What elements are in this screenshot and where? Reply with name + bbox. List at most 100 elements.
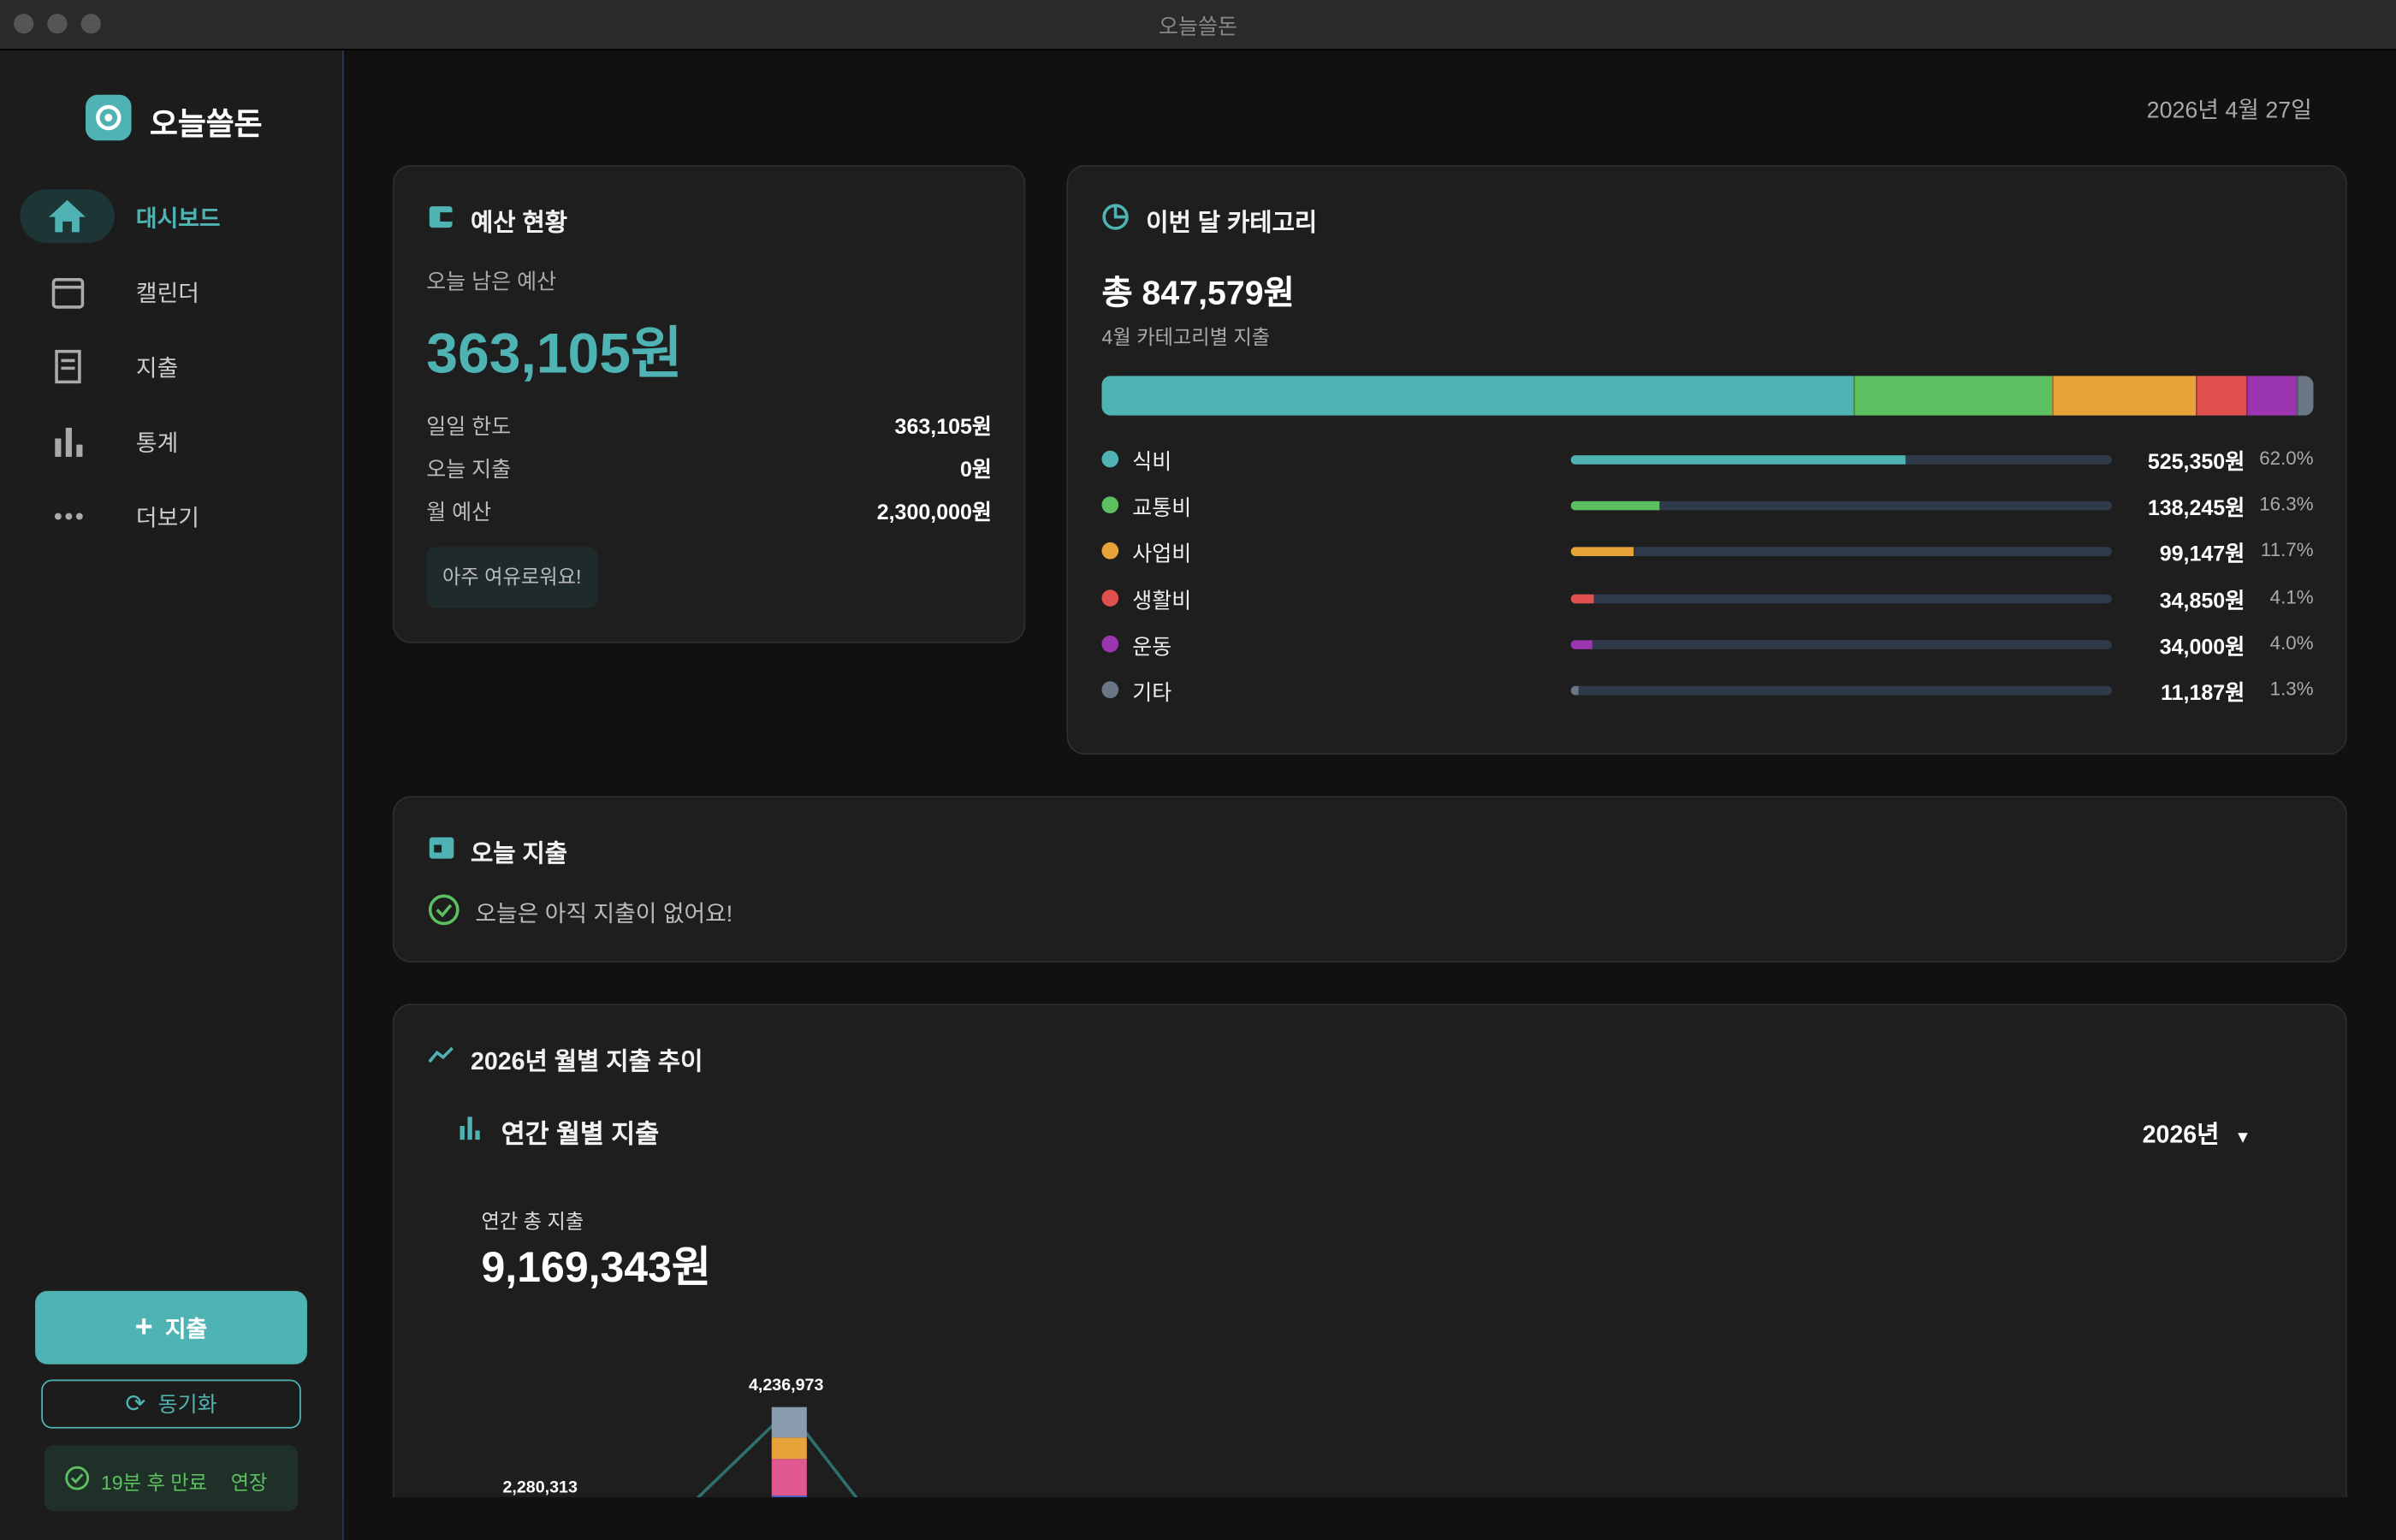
pie-icon xyxy=(1102,204,1129,230)
trend-card: 2026년 월별 지출 추이 연간 월별 지출 2026년 ▼ 연간 총 지출 9… xyxy=(392,1004,2347,1540)
progress-fill xyxy=(1570,501,1659,511)
nav-item[interactable]: 캘린더 xyxy=(135,281,199,307)
progress-fill xyxy=(1570,639,1592,649)
receipt-icon xyxy=(55,349,81,384)
sync-button[interactable]: ⟳ 동기화 xyxy=(41,1379,301,1429)
card-title: 2026년 월별 지출 추이 xyxy=(470,1049,703,1076)
legend-dot xyxy=(1101,450,1119,468)
category-subtitle: 4월 카테고리별 지출 xyxy=(1101,325,1271,349)
chart-preview xyxy=(696,1407,859,1512)
minimize-button[interactable] xyxy=(47,14,68,34)
year-select-label: 2026년 xyxy=(2142,1122,2220,1149)
card-title: 이번 달 카테고리 xyxy=(1146,210,1318,237)
annual-total-label: 연간 총 지출 xyxy=(481,1210,584,1234)
app-logo xyxy=(85,94,132,141)
card-title: 오늘 지출 xyxy=(470,841,568,868)
category-card: 이번 달 카테고리 총 847,579원 4월 카테고리별 지출 식비 525,3… xyxy=(1066,164,2347,755)
nav-active-pill xyxy=(20,189,115,243)
progress-fill xyxy=(1570,593,1593,603)
close-button[interactable] xyxy=(14,14,34,34)
check-icon xyxy=(428,894,460,926)
remaining-amount: 363,105원 xyxy=(426,322,683,385)
plus-icon: + xyxy=(134,1310,153,1344)
app-name: 오늘쓸돈 xyxy=(149,108,263,143)
more-icon xyxy=(54,512,83,520)
category-percent: 62.0% xyxy=(2259,447,2314,470)
category-name: 운동 xyxy=(1132,633,1172,659)
today-card: 오늘 지출 오늘은 아직 지출이 없어요! xyxy=(392,796,2347,962)
extend-link[interactable]: 연장 xyxy=(230,1471,268,1495)
category-name: 생활비 xyxy=(1132,587,1192,613)
title-bar: 오늘쓸돈 xyxy=(0,0,2396,50)
progress-track xyxy=(1570,547,2112,557)
category-name: 교통비 xyxy=(1132,495,1192,520)
stacked-segment xyxy=(2051,376,2196,416)
nav-item[interactable]: 통계 xyxy=(135,430,179,457)
session-status: 19분 후 만료 xyxy=(100,1471,208,1495)
session-box: 19분 후 만료 연장 xyxy=(44,1445,299,1512)
bottom-edge xyxy=(343,1496,2396,1540)
legend-dot xyxy=(1101,681,1119,699)
bar-icon xyxy=(460,1116,480,1140)
row-value: 0원 xyxy=(960,456,992,482)
stacked-segment xyxy=(2296,376,2314,416)
empty-message: 오늘은 아직 지출이 없어요! xyxy=(475,901,733,927)
nav-item[interactable]: 대시보드 xyxy=(135,206,221,233)
row-label: 오늘 지출 xyxy=(426,456,512,482)
calendar-icon xyxy=(429,837,454,859)
row-value: 2,300,000원 xyxy=(876,499,992,524)
wallet-icon xyxy=(429,206,453,228)
progress-fill xyxy=(1570,455,1907,465)
bar-value-label: 4,236,973 xyxy=(748,1376,824,1395)
stacked-segment xyxy=(2195,376,2247,416)
zoom-button[interactable] xyxy=(80,14,101,34)
progress-track xyxy=(1570,685,2112,696)
progress-track xyxy=(1570,455,2112,465)
logo-icon xyxy=(96,104,122,131)
add-button-label: 지출 xyxy=(164,1316,208,1342)
category-total: 총 847,579원 xyxy=(1101,273,1295,312)
stats-icon xyxy=(55,427,83,457)
trend-icon xyxy=(428,1046,454,1063)
category-percent: 16.3% xyxy=(2259,494,2314,516)
chart-title: 연간 월별 지출 xyxy=(501,1119,660,1149)
nav-item[interactable]: 더보기 xyxy=(135,506,199,532)
nav-item[interactable]: 지출 xyxy=(135,356,179,382)
progress-fill xyxy=(1570,685,1578,696)
category-amount: 34,000원 xyxy=(2159,633,2245,659)
category-name: 기타 xyxy=(1132,679,1172,705)
year-select[interactable]: 2026년 ▼ xyxy=(2143,1114,2251,1151)
legend-dot xyxy=(1101,542,1119,560)
sync-button-label: 동기화 xyxy=(157,1391,217,1417)
status-badge: 아주 여유로워요! xyxy=(426,547,598,608)
progress-track xyxy=(1570,501,2112,511)
bar-value-label: 2,280,313 xyxy=(502,1478,578,1497)
stacked-segment xyxy=(2246,376,2297,416)
remaining-label: 오늘 남은 예산 xyxy=(426,269,557,293)
category-name: 식비 xyxy=(1132,448,1172,474)
progress-track xyxy=(1570,593,2112,603)
progress-track xyxy=(1570,639,2112,649)
category-percent: 1.3% xyxy=(2269,678,2314,700)
legend-dot xyxy=(1101,496,1119,514)
row-value: 363,105원 xyxy=(894,413,992,439)
add-expense-button[interactable]: + 지출 xyxy=(35,1290,307,1365)
dropdown-arrow: ▼ xyxy=(2234,1128,2251,1148)
row-label: 월 예산 xyxy=(426,499,492,524)
card-title: 예산 현황 xyxy=(470,210,568,237)
category-percent: 4.1% xyxy=(2269,585,2314,607)
row-label: 일일 한도 xyxy=(426,413,512,439)
category-amount: 34,850원 xyxy=(2159,587,2245,613)
stacked-segment xyxy=(1101,376,1853,416)
annual-total: 9,169,343원 xyxy=(481,1243,711,1291)
legend-dot xyxy=(1101,589,1119,607)
sidebar: 오늘쓸돈 대시보드 캘린더 지출 통계 더보기 + 지출 ⟳ 동기화 19분 후 만… xyxy=(0,50,344,1540)
category-amount: 525,350원 xyxy=(2147,448,2245,474)
stacked-segment xyxy=(1853,376,2052,416)
legend-dot xyxy=(1101,635,1119,653)
home-icon xyxy=(49,199,86,233)
category-amount: 11,187원 xyxy=(2161,679,2245,705)
